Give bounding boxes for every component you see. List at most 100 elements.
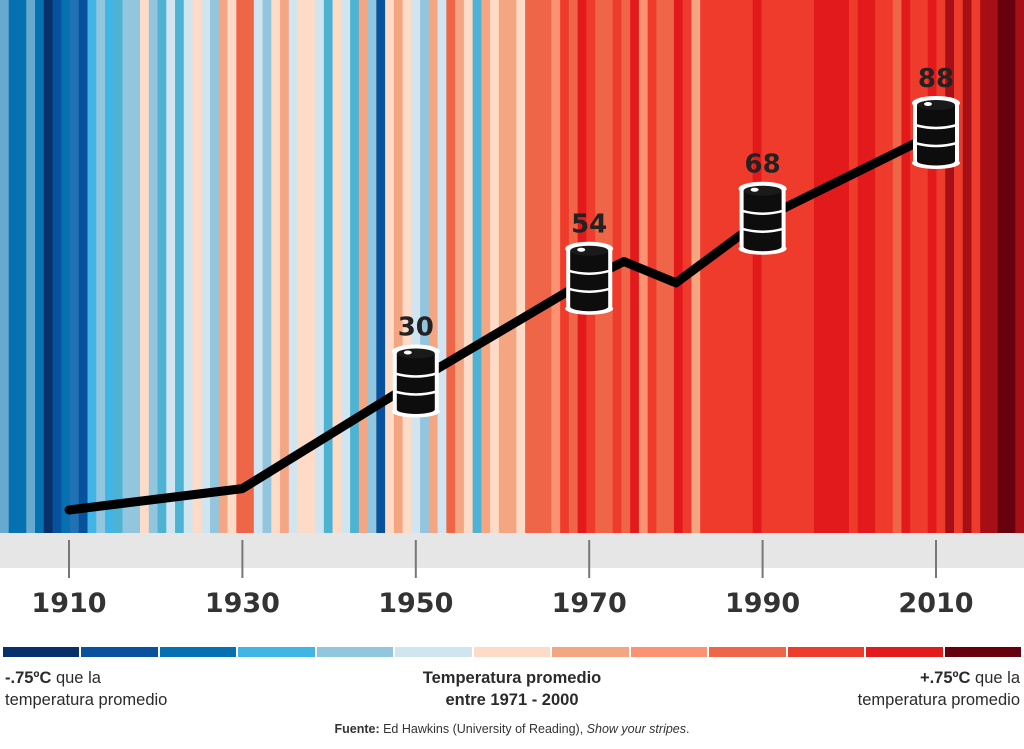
legend-baseline-line1: Temperatura promedio [422, 669, 602, 687]
temperature-stripe [183, 0, 194, 533]
data-label: 68 [745, 150, 781, 180]
temperature-stripe [385, 0, 395, 533]
temperature-stripe [411, 0, 421, 533]
temperature-stripe [980, 0, 990, 533]
temperature-stripe [848, 0, 859, 533]
temperature-stripe [857, 0, 868, 533]
temperature-stripe [971, 0, 981, 533]
temperature-stripe [350, 0, 360, 533]
legend-cold-value: -.75ºC [5, 669, 52, 687]
temperature-stripe [936, 0, 946, 533]
temperature-stripe [831, 0, 841, 533]
temperature-stripe [70, 0, 80, 533]
color-scale-swatch [316, 647, 394, 657]
temperature-stripe [315, 0, 325, 533]
temperature-stripe [288, 0, 299, 533]
temperature-stripe [420, 0, 430, 533]
temperature-stripe [262, 0, 272, 533]
x-tick-label: 2010 [898, 588, 973, 619]
legend-cold-text: que la [51, 669, 101, 687]
temperature-stripe [875, 0, 885, 533]
source-title: Show your stripes [586, 722, 687, 736]
x-tick-label: 1950 [378, 588, 453, 619]
temperature-stripe [35, 0, 45, 533]
temperature-stripe [113, 0, 124, 533]
color-scale-swatch [473, 647, 551, 657]
data-label: 88 [918, 64, 954, 94]
temperature-stripe [157, 0, 167, 533]
temperature-stripe [988, 0, 999, 533]
temperature-stripe [455, 0, 465, 533]
legend-cold: -.75ºC que la temperatura promedio [5, 667, 167, 711]
legend-warm-value: +.75ºC [919, 669, 971, 687]
warming-stripes-chart: 1910 1930 1950 1970 1990 2010 30 54 68 88 [0, 0, 1024, 619]
temperature-stripe [927, 0, 938, 533]
temperature-stripe [901, 0, 911, 533]
color-scale-swatch [630, 647, 708, 657]
color-scale-swatch [3, 647, 80, 657]
temperature-stripe [490, 0, 500, 533]
temperature-stripe [997, 0, 1008, 533]
temperature-stripe [61, 0, 71, 533]
legend-baseline-line2: entre 1971 - 2000 [445, 691, 579, 709]
x-axis: 1910 1930 1950 1970 1990 2010 [31, 540, 974, 619]
color-scale-swatch [238, 647, 315, 657]
temperature-stripe [297, 0, 307, 533]
color-scale-swatch [159, 647, 237, 657]
temperature-stripe [560, 0, 570, 533]
temperature-stripe [656, 0, 666, 533]
color-scale [3, 647, 1022, 657]
temperature-stripe [402, 0, 412, 533]
color-scale-swatch [866, 647, 943, 657]
x-tick-label: 1970 [552, 588, 627, 619]
temperature-stripe [665, 0, 675, 533]
temperature-stripe [516, 0, 526, 533]
temperature-stripe [332, 0, 342, 533]
temperature-stripe [778, 0, 789, 533]
x-tick-label: 1990 [725, 588, 800, 619]
temperature-stripe [8, 0, 19, 533]
temperature-stripe [245, 0, 255, 533]
temperature-stripe [26, 0, 36, 533]
temperature-stripe [673, 0, 684, 533]
temperature-stripe [306, 0, 316, 533]
temperature-stripe [918, 0, 929, 533]
legend-cold-line2: temperatura promedio [5, 691, 168, 709]
temperature-stripe [253, 0, 264, 533]
source-note: Fuente: Ed Hawkins (University of Readin… [0, 722, 1024, 736]
temperature-stripe [542, 0, 552, 533]
temperature-stripe [1015, 0, 1024, 533]
temperature-stripe [131, 0, 141, 533]
temperature-stripe [358, 0, 369, 533]
temperature-stripe [105, 0, 115, 533]
temperature-stripe [822, 0, 833, 533]
temperature-stripe [437, 0, 447, 533]
data-label: 54 [571, 210, 607, 240]
legend-warm-text: que la [970, 669, 1020, 687]
source-text: Ed Hawkins (University of Reading), [379, 722, 587, 736]
temperature-stripe [280, 0, 290, 533]
oil-barrel-icon [390, 343, 442, 419]
temperature-stripe [498, 0, 509, 533]
temperature-stripe [472, 0, 482, 533]
temperature-stripe [192, 0, 202, 533]
temperature-stripe [446, 0, 456, 533]
axis-band [0, 533, 1024, 568]
temperature-stripe [323, 0, 334, 533]
temperature-stripe [752, 0, 763, 533]
temperature-stripe [0, 0, 10, 533]
temperature-stripe [367, 0, 377, 533]
x-tick-label: 1910 [31, 588, 106, 619]
color-scale-swatch [709, 647, 786, 657]
legend-baseline: Temperatura promedio entre 1971 - 2000 [362, 667, 662, 711]
temperature-stripe [813, 0, 824, 533]
temperature-stripe [726, 0, 736, 533]
temperature-stripe [87, 0, 97, 533]
temperature-stripe [236, 0, 246, 533]
x-tick-label: 1930 [205, 588, 280, 619]
legend-warm-line2: temperatura promedio [857, 691, 1020, 709]
temperature-stripe [218, 0, 229, 533]
temperature-stripe [525, 0, 535, 533]
temperature-stripe [140, 0, 150, 533]
temperature-stripe [717, 0, 728, 533]
